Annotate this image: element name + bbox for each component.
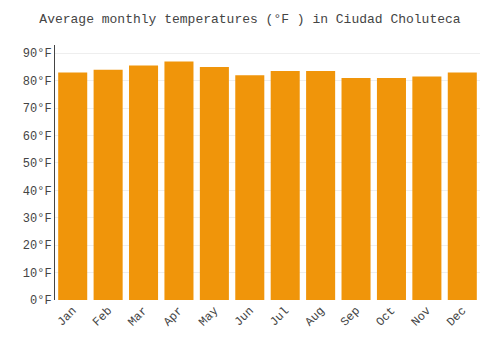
svg-text:May: May bbox=[196, 304, 221, 329]
svg-text:Aug: Aug bbox=[303, 304, 328, 329]
svg-text:30°F: 30°F bbox=[23, 212, 52, 226]
svg-text:80°F: 80°F bbox=[23, 75, 52, 89]
svg-text:Sep: Sep bbox=[338, 304, 363, 329]
svg-text:Nov: Nov bbox=[409, 304, 434, 329]
svg-text:90°F: 90°F bbox=[23, 47, 52, 61]
svg-text:Dec: Dec bbox=[444, 304, 469, 329]
svg-text:Jul: Jul bbox=[267, 304, 292, 329]
svg-text:70°F: 70°F bbox=[23, 102, 52, 116]
svg-text:40°F: 40°F bbox=[23, 185, 52, 199]
svg-text:Jun: Jun bbox=[232, 304, 257, 329]
svg-text:Oct: Oct bbox=[373, 304, 398, 329]
svg-text:20°F: 20°F bbox=[23, 239, 52, 253]
svg-text:Jan: Jan bbox=[55, 304, 80, 329]
svg-text:Apr: Apr bbox=[161, 304, 186, 329]
svg-text:60°F: 60°F bbox=[23, 130, 52, 144]
svg-text:Mar: Mar bbox=[125, 304, 150, 329]
svg-text:50°F: 50°F bbox=[23, 157, 52, 171]
svg-text:Feb: Feb bbox=[90, 304, 115, 329]
svg-text:0°F: 0°F bbox=[30, 294, 52, 308]
svg-text:10°F: 10°F bbox=[23, 267, 52, 281]
svg-text:Average monthly temperatures (: Average monthly temperatures (°F ) in Ci… bbox=[39, 12, 460, 27]
